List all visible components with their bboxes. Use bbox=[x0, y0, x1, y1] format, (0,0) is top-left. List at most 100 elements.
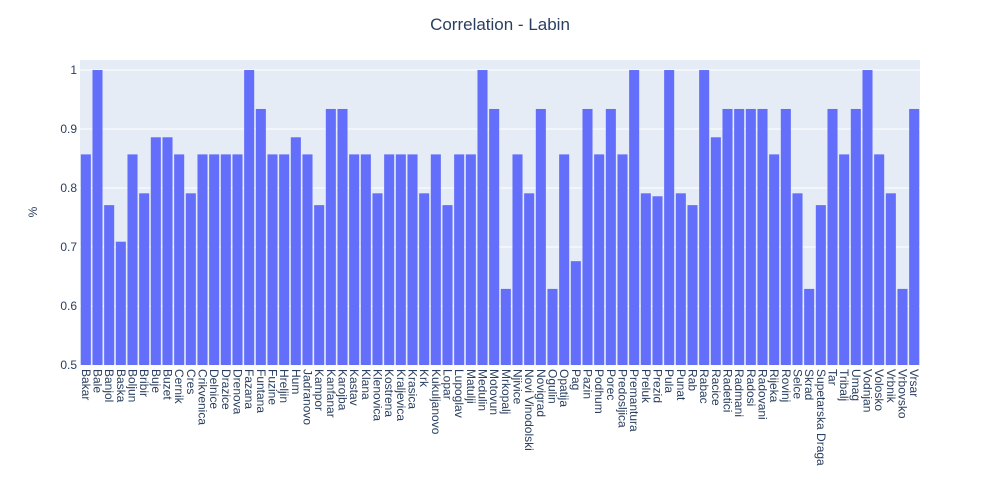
bar bbox=[769, 154, 780, 365]
x-tick-label: Vrsar bbox=[907, 369, 921, 397]
bar bbox=[255, 108, 266, 366]
bar bbox=[570, 261, 581, 365]
x-tick-label: Selce bbox=[791, 369, 805, 399]
x-tick-label: Racice bbox=[709, 369, 723, 406]
bar bbox=[209, 154, 220, 365]
x-tick-label: Supetarska Draga bbox=[814, 369, 828, 466]
x-tick-label: Punat bbox=[674, 369, 688, 401]
bar bbox=[605, 108, 616, 366]
x-tick-label: Pazin bbox=[581, 369, 595, 399]
bar bbox=[349, 154, 360, 365]
y-axis-label: % bbox=[26, 206, 40, 217]
bar bbox=[477, 70, 488, 365]
x-tick-label: Radetici bbox=[721, 369, 735, 412]
bar bbox=[839, 154, 850, 365]
x-tick-label: Funtana bbox=[254, 369, 268, 413]
bar bbox=[594, 154, 605, 365]
bar bbox=[500, 288, 511, 365]
bar bbox=[174, 154, 185, 365]
x-tick-label: Karojba bbox=[336, 369, 350, 411]
bar bbox=[617, 154, 628, 365]
x-tick-label: Rijeka bbox=[767, 369, 781, 403]
x-tick-label: Ogulin bbox=[546, 369, 560, 404]
bar bbox=[652, 196, 663, 365]
x-tick-label: Boljun bbox=[126, 369, 140, 402]
bar bbox=[337, 108, 348, 366]
y-tick-label: 0.9 bbox=[60, 122, 77, 136]
bar bbox=[430, 154, 441, 365]
bar bbox=[185, 193, 196, 365]
bar bbox=[279, 154, 290, 365]
x-tick-label: Fuzine bbox=[266, 369, 280, 405]
bar bbox=[535, 108, 546, 366]
x-tick-label: Pag bbox=[569, 369, 583, 390]
x-tick-label: Njivice bbox=[511, 369, 525, 405]
bar bbox=[909, 108, 920, 366]
bar bbox=[675, 193, 686, 365]
bar bbox=[547, 288, 558, 365]
bar bbox=[722, 108, 733, 366]
bar bbox=[885, 193, 896, 365]
bar bbox=[139, 193, 150, 365]
bar bbox=[664, 70, 675, 365]
x-tick-label: Cres bbox=[184, 369, 198, 394]
y-tick-label: 0.5 bbox=[60, 358, 77, 372]
bar bbox=[874, 154, 885, 365]
bar bbox=[862, 70, 873, 365]
bar bbox=[582, 108, 593, 366]
bar bbox=[197, 154, 208, 365]
bar bbox=[360, 154, 371, 365]
x-tick-label: Radovani bbox=[756, 369, 770, 420]
bar bbox=[127, 154, 138, 365]
bar bbox=[419, 193, 430, 365]
bar bbox=[454, 154, 465, 365]
bar bbox=[745, 108, 756, 366]
bar bbox=[104, 205, 115, 365]
x-tick-label: Vrbovsko bbox=[896, 369, 910, 419]
bar bbox=[115, 241, 126, 365]
x-tick-label: Medulin bbox=[476, 369, 490, 411]
x-tick-label: Bribir bbox=[137, 369, 151, 397]
bar bbox=[640, 193, 651, 365]
bar bbox=[465, 154, 476, 365]
x-tick-label: Skrad bbox=[802, 369, 816, 400]
bar bbox=[92, 70, 103, 365]
x-tick-label: Kukuljanovo bbox=[429, 369, 443, 435]
x-tick-label: Predosljica bbox=[616, 369, 630, 428]
x-tick-label: Kastav bbox=[347, 369, 361, 406]
x-tick-label: Novigrad bbox=[534, 369, 548, 417]
x-tick-label: Vodnjan bbox=[861, 369, 875, 412]
bar bbox=[162, 137, 173, 365]
bar bbox=[757, 108, 768, 366]
y-tick-label: 0.8 bbox=[60, 181, 77, 195]
x-tick-label: Bakar bbox=[79, 369, 93, 400]
x-tick-label: Jadranovo bbox=[301, 369, 315, 425]
x-tick-label: Tar bbox=[826, 369, 840, 386]
x-tick-label: Novi Vinodolski bbox=[522, 369, 536, 451]
bar bbox=[897, 288, 908, 365]
x-tick-label: Prezid bbox=[651, 369, 665, 403]
bar bbox=[150, 137, 161, 365]
bar bbox=[290, 137, 301, 365]
bar bbox=[850, 108, 861, 366]
x-tick-label: Pula bbox=[662, 369, 676, 393]
bar bbox=[780, 108, 791, 366]
bar bbox=[80, 154, 91, 365]
x-tick-label: Vrbnik bbox=[884, 369, 898, 404]
bar bbox=[220, 154, 231, 365]
x-tick-label: Rabac bbox=[697, 369, 711, 404]
bar bbox=[395, 154, 406, 365]
bar bbox=[232, 154, 243, 365]
x-tick-label: Delnice bbox=[207, 369, 221, 409]
x-tick-label: Kanfanar bbox=[324, 369, 338, 418]
bar bbox=[325, 108, 336, 366]
x-tick-label: Drenova bbox=[231, 369, 245, 415]
x-tick-label: Krasica bbox=[406, 369, 420, 409]
bar bbox=[804, 288, 815, 365]
x-tick-label: Matulji bbox=[464, 369, 478, 404]
x-tick-label: Tribalj bbox=[837, 369, 851, 401]
y-tick-label: 0.6 bbox=[60, 299, 77, 313]
x-tick-label: Krk bbox=[417, 369, 431, 388]
x-tick-label: Radosi bbox=[744, 369, 758, 406]
